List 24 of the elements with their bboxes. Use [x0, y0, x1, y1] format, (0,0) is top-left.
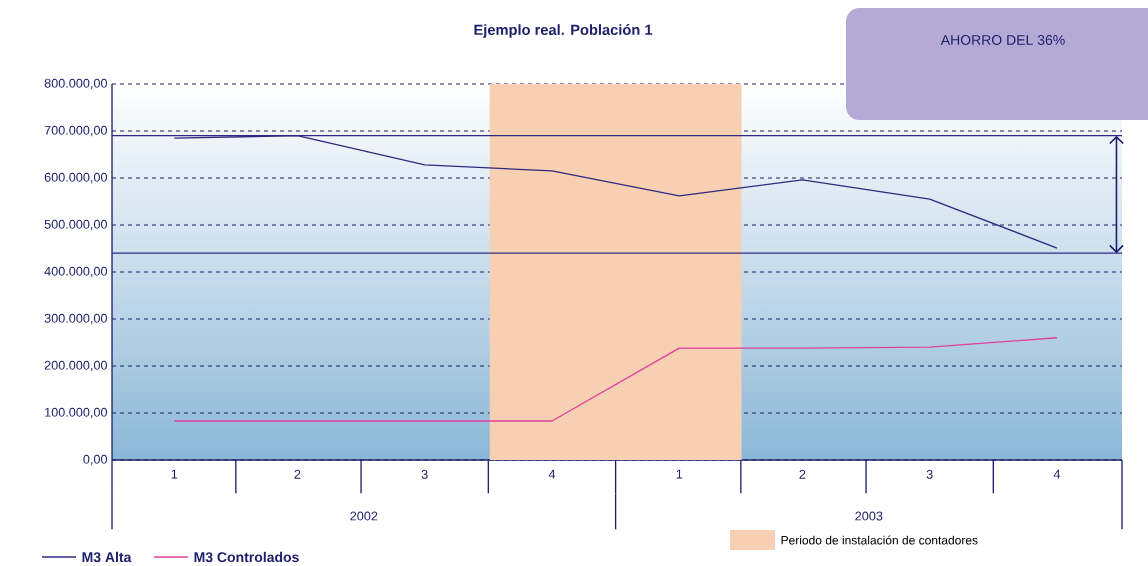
legend-label: M3 Alta: [82, 551, 132, 563]
y-tick-label: 200.000,00: [44, 360, 108, 372]
y-tick-label: 500.000,00: [44, 219, 108, 231]
y-tick-label: 700.000,00: [44, 125, 108, 137]
x-tick-label: 2: [799, 469, 806, 479]
y-tick-label: 100.000,00: [45, 407, 108, 419]
y-tick-label: 800.000,00: [44, 78, 108, 90]
chart-title: Ejemplo real. Población 1: [474, 24, 653, 38]
text: AHORRO DEL 36%: [940, 35, 1065, 45]
y-tick-label: 0,00: [83, 454, 108, 466]
y-tick-label: 600.000,00: [44, 172, 108, 184]
x-tick-label: 1: [171, 469, 178, 479]
legend-label: Periodo de instalación de contadores: [781, 535, 978, 545]
x-tick-label: 4: [548, 469, 556, 479]
y-tick-label: 300.000,00: [44, 313, 108, 325]
x-tick-label: 2: [294, 469, 301, 479]
x-tick-label: 1: [676, 469, 683, 479]
x-tick-label: 3: [421, 469, 428, 479]
x-tick-label: 4: [1053, 469, 1061, 479]
y-tick-label: 400.000,00: [44, 266, 108, 278]
text: 2002: [350, 511, 378, 521]
legend-label: M3 Controlados: [194, 551, 299, 563]
text: 2003: [855, 511, 883, 521]
x-tick-label: 3: [926, 469, 933, 479]
